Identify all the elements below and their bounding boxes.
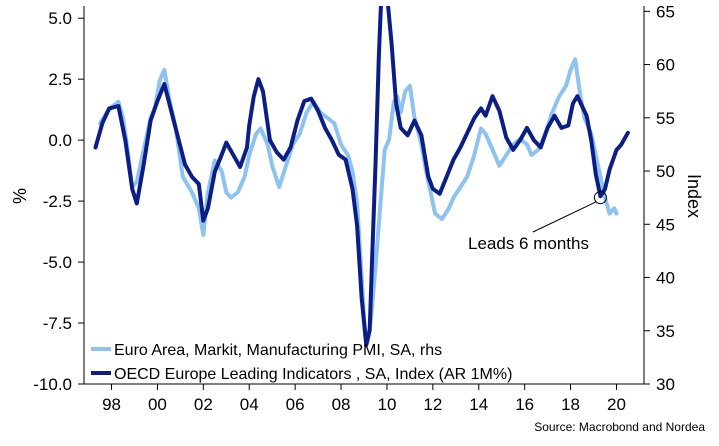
right-y-tick-label: 55 [656, 109, 675, 128]
right-axis-title: Index [684, 174, 704, 218]
x-tick-label: 14 [469, 395, 488, 414]
x-tick-label: 18 [561, 395, 580, 414]
x-tick-label: 00 [148, 395, 167, 414]
right-y-axis-ticks: 65 60 55 50 45 40 35 30 [644, 2, 675, 394]
source-note: Source: Macrobond and Nordea [534, 420, 705, 434]
series-line-pmi [98, 57, 619, 344]
x-tick-label: 08 [332, 395, 351, 414]
x-tick-label: 20 [607, 395, 626, 414]
legend: Euro Area, Markit, Manufacturing PMI, SA… [91, 342, 512, 383]
legend-label-pmi: Euro Area, Markit, Manufacturing PMI, SA… [114, 342, 442, 359]
x-axis-ticks: 98 00 02 04 06 08 10 12 14 16 18 20 [102, 384, 626, 414]
right-y-tick-label: 60 [656, 56, 675, 75]
left-y-tick-label: -10.0 [33, 375, 72, 394]
x-tick-label: 02 [194, 395, 213, 414]
x-tick-label: 12 [423, 395, 442, 414]
x-tick-label: 16 [515, 395, 534, 414]
right-y-tick-label: 35 [656, 322, 675, 341]
left-y-tick-label: -2.5 [43, 192, 72, 211]
right-y-tick-label: 45 [656, 215, 675, 234]
right-y-tick-label: 65 [656, 2, 675, 21]
left-y-tick-label: -7.5 [43, 314, 72, 333]
right-y-tick-label: 50 [656, 162, 675, 181]
right-y-tick-label: 40 [656, 269, 675, 288]
left-y-axis-ticks: 5.0 2.5 0.0 -2.5 -5.0 -7.5 -10.0 [33, 9, 84, 394]
x-tick-label: 06 [286, 395, 305, 414]
left-y-tick-label: 5.0 [48, 9, 72, 28]
annotation-marker [593, 191, 607, 205]
right-y-tick-label: 30 [656, 375, 675, 394]
x-tick-label: 10 [377, 395, 396, 414]
series-line-oecd [93, 6, 630, 347]
annotation-label: Leads 6 months [468, 234, 589, 253]
x-tick-label: 98 [102, 395, 121, 414]
annotation-leader-line [532, 201, 597, 233]
legend-label-oecd: OECD Europe Leading Indicators , SA, Ind… [114, 366, 512, 383]
left-y-tick-label: 2.5 [48, 70, 72, 89]
axes [83, 6, 645, 385]
x-tick-label: 04 [240, 395, 259, 414]
left-axis-title: % [10, 188, 30, 204]
annotation: Leads 6 months [468, 191, 607, 253]
series-lines [93, 6, 630, 347]
left-y-tick-label: -5.0 [43, 253, 72, 272]
left-y-tick-label: 0.0 [48, 131, 72, 150]
